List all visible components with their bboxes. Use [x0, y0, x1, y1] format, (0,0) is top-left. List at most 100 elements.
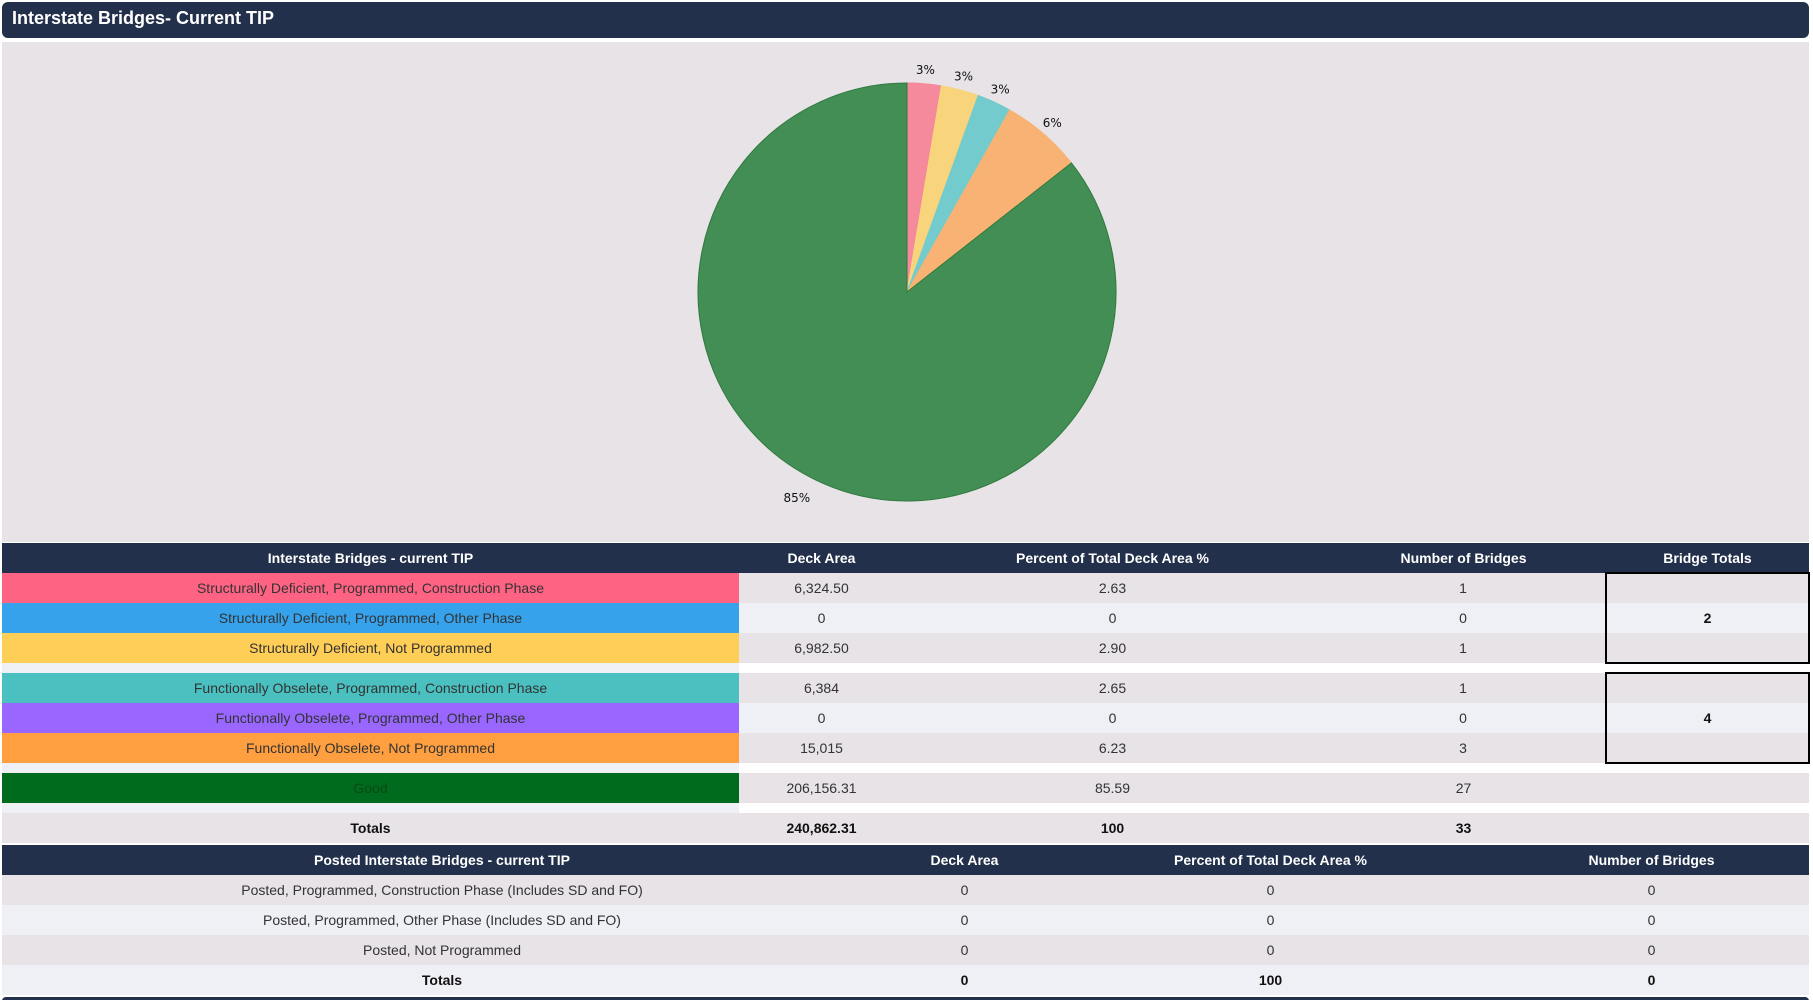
posted-percent-value: 0: [1047, 935, 1494, 965]
header-category: Interstate Bridges - current TIP: [2, 543, 739, 573]
category-label: Functionally Obselete, Not Programmed: [2, 733, 739, 763]
spacer-cell: [1321, 663, 1606, 673]
category-label: Structurally Deficient, Programmed, Cons…: [2, 573, 739, 603]
table-row: Functionally Obselete, Programmed, Other…: [2, 703, 1810, 733]
deck-area-value: 6,982.50: [739, 633, 904, 663]
spacer-cell: [904, 663, 1321, 673]
deck-area-value: 0: [739, 603, 904, 633]
spacer-cell: [1321, 763, 1606, 773]
table-row-good: Good 206,156.31 85.59 27: [2, 773, 1809, 803]
deck-area-value: 6,324.50: [739, 573, 904, 603]
percent-value: 0: [904, 603, 1321, 633]
posted-category-label: Posted, Programmed, Other Phase (Include…: [2, 905, 882, 935]
category-label: Structurally Deficient, Programmed, Othe…: [2, 603, 739, 633]
bridge-count-value: 3: [1321, 733, 1606, 763]
posted-count-value: 0: [1494, 935, 1809, 965]
posted-header-percent: Percent of Total Deck Area %: [1047, 845, 1494, 875]
posted-count-value: 0: [1494, 875, 1809, 905]
spacer-cell: [1606, 803, 1809, 813]
table-row: Functionally Obselete, Programmed, Const…: [2, 672, 1810, 703]
percent-value: 85.59: [904, 773, 1321, 803]
deck-area-value: 6,384: [739, 673, 904, 703]
header-bridge-totals: Bridge Totals: [1606, 543, 1809, 573]
spacer-cell: [904, 763, 1321, 773]
spacer-cell: [904, 803, 1321, 813]
category-label: Structurally Deficient, Not Programmed: [2, 633, 739, 663]
totals-bridge-total: [1606, 813, 1809, 843]
posted-table-row: Posted, Not Programmed 0 0 0: [2, 935, 1809, 965]
table-row: Structurally Deficient, Programmed, Cons…: [2, 572, 1810, 603]
posted-table-row: Posted, Programmed, Other Phase (Include…: [2, 905, 1809, 935]
posted-count-value: 0: [1494, 905, 1809, 935]
spacer-cell: [2, 763, 739, 773]
bridge-group-total: [1605, 733, 1810, 764]
table-row: Structurally Deficient, Not Programmed 6,…: [2, 633, 1810, 664]
percent-value: 6.23: [904, 733, 1321, 763]
deck-area-value: 206,156.31: [739, 773, 904, 803]
bridge-count-value: 1: [1321, 633, 1606, 663]
posted-header-count: Number of Bridges: [1494, 845, 1809, 875]
bridge-count-value: 0: [1321, 703, 1606, 733]
percent-value: 0: [904, 703, 1321, 733]
bridge-count-value: 1: [1321, 673, 1606, 703]
interstate-bridges-table: Interstate Bridges - current TIP Deck Ar…: [2, 543, 1810, 843]
pie-slice-label: 6%: [1043, 116, 1062, 130]
deck-area-value: 15,015: [739, 733, 904, 763]
table-row: Functionally Obselete, Not Programmed 15,…: [2, 733, 1810, 764]
bridge-group-total: [1606, 773, 1809, 803]
spacer-cell: [1606, 763, 1809, 773]
percent-value: 2.63: [904, 573, 1321, 603]
posted-deck-area-value: 0: [882, 875, 1047, 905]
posted-totals-percent: 100: [1047, 965, 1494, 995]
posted-percent-value: 0: [1047, 905, 1494, 935]
bridge-group-total: 2: [1605, 603, 1810, 633]
category-label: Good: [2, 773, 739, 803]
posted-percent-value: 0: [1047, 875, 1494, 905]
pie-slice-label: 85%: [783, 491, 810, 505]
bridge-group-total: [1605, 633, 1810, 664]
deck-area-value: 0: [739, 703, 904, 733]
spacer-cell: [2, 663, 739, 673]
totals-label: Totals: [2, 813, 739, 843]
totals-deck-area: 240,862.31: [739, 813, 904, 843]
bridge-count-value: 0: [1321, 603, 1606, 633]
percent-value: 2.90: [904, 633, 1321, 663]
spacer-cell: [1606, 663, 1809, 673]
bridge-group-total: [1605, 672, 1810, 703]
posted-header-row: Posted Interstate Bridges - current TIP …: [2, 845, 1809, 875]
group-spacer: [2, 803, 1809, 813]
header-deck-area: Deck Area: [739, 543, 904, 573]
group-spacer: [2, 663, 1809, 673]
spacer-cell: [2, 803, 739, 813]
pie-slice[interactable]: [697, 82, 1117, 502]
next-section-header: [2, 997, 1809, 1000]
table-row: Structurally Deficient, Programmed, Othe…: [2, 603, 1810, 633]
posted-header-category: Posted Interstate Bridges - current TIP: [2, 845, 882, 875]
pie-slice-label: 3%: [954, 69, 973, 83]
group-spacer: [2, 763, 1809, 773]
posted-totals-label: Totals: [2, 965, 882, 995]
table-header-row: Interstate Bridges - current TIP Deck Ar…: [2, 543, 1809, 573]
posted-bridges-table: Posted Interstate Bridges - current TIP …: [2, 845, 1809, 995]
spacer-cell: [739, 763, 904, 773]
bridge-count-value: 27: [1321, 773, 1606, 803]
posted-category-label: Posted, Not Programmed: [2, 935, 882, 965]
totals-row: Totals 240,862.31 100 33: [2, 813, 1809, 843]
spacer-cell: [1321, 803, 1606, 813]
bridge-count-value: 1: [1321, 573, 1606, 603]
posted-header-deck-area: Deck Area: [882, 845, 1047, 875]
pie-chart: 3% 3% 3% 6% 85%: [697, 63, 1117, 505]
posted-totals-count: 0: [1494, 965, 1809, 995]
totals-percent: 100: [904, 813, 1321, 843]
percent-value: 2.65: [904, 673, 1321, 703]
totals-count: 33: [1321, 813, 1606, 843]
posted-totals-deck-area: 0: [882, 965, 1047, 995]
header-count: Number of Bridges: [1321, 543, 1606, 573]
pie-chart-panel: 3% 3% 3% 6% 85%: [2, 42, 1809, 542]
spacer-cell: [739, 803, 904, 813]
category-label: Functionally Obselete, Programmed, Const…: [2, 673, 739, 703]
posted-totals-row: Totals 0 100 0: [2, 965, 1809, 995]
bridge-group-total: [1605, 572, 1810, 603]
posted-table-row: Posted, Programmed, Construction Phase (…: [2, 875, 1809, 905]
header-percent: Percent of Total Deck Area %: [904, 543, 1321, 573]
